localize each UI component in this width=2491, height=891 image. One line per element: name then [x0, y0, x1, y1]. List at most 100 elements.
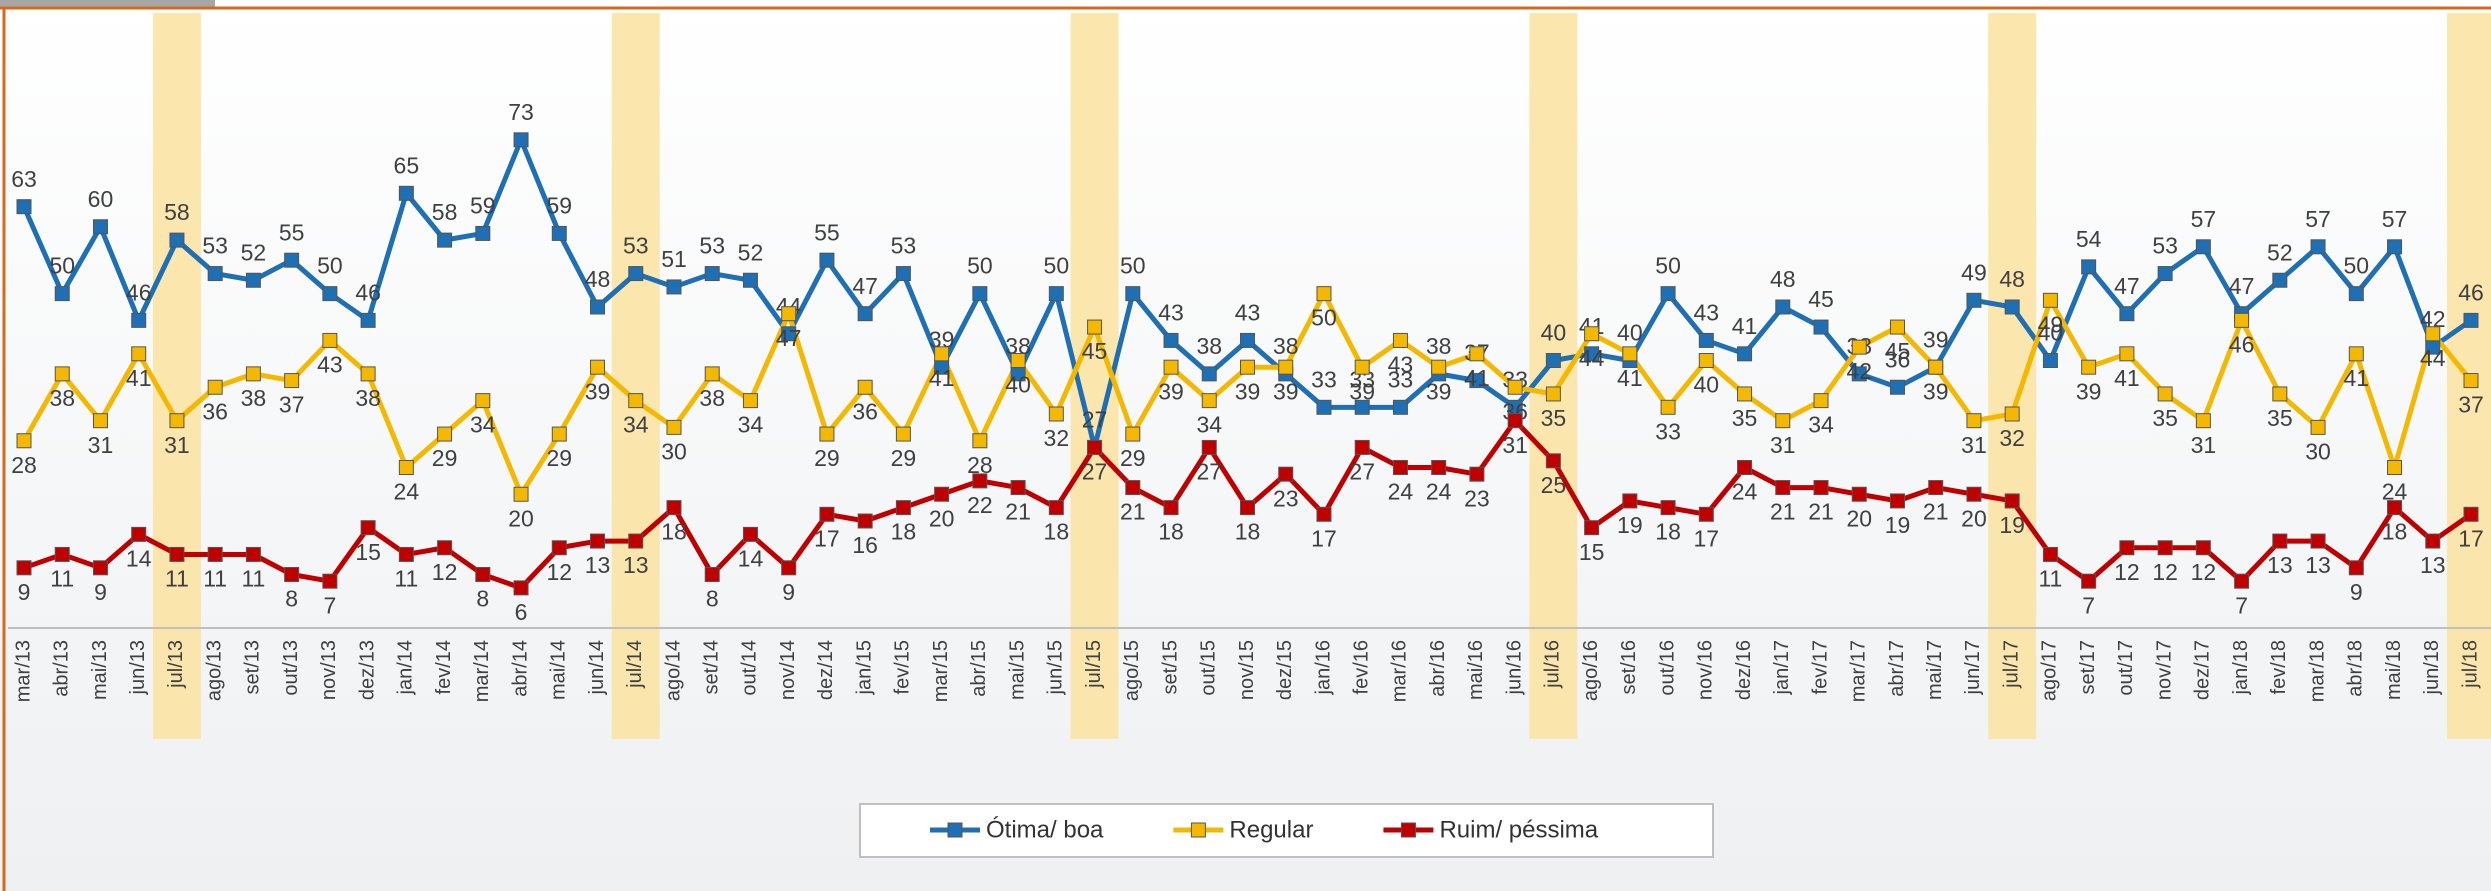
value-label: 34	[738, 412, 764, 438]
value-label: 39	[2076, 378, 2102, 404]
marker	[2042, 292, 2058, 308]
value-label: 15	[1579, 539, 1605, 565]
value-label: 41	[1732, 313, 1758, 339]
x-tick-label: jan/14	[395, 640, 417, 696]
marker	[1507, 413, 1523, 429]
value-label: 40	[1617, 320, 1643, 346]
value-label: 38	[1196, 333, 1222, 359]
value-label: 13	[2267, 552, 2293, 578]
value-label: 41	[126, 365, 152, 391]
marker	[742, 526, 758, 542]
value-label: 57	[2382, 206, 2408, 232]
value-label: 31	[1961, 432, 1987, 458]
marker	[1737, 460, 1753, 475]
marker	[398, 185, 414, 201]
marker	[857, 306, 873, 322]
value-label: 47	[2229, 273, 2255, 299]
value-label: 52	[2267, 239, 2293, 265]
marker	[1737, 386, 1753, 402]
marker	[2310, 239, 2326, 255]
highlight-band	[1529, 13, 1578, 739]
value-label: 47	[2114, 273, 2140, 299]
marker	[1201, 393, 1217, 409]
x-tick-label: nov/16	[1695, 640, 1717, 700]
value-label: 11	[165, 566, 189, 592]
marker	[475, 393, 491, 409]
value-label: 30	[2305, 438, 2331, 464]
marker	[704, 266, 720, 282]
x-tick-label: set/13	[242, 640, 264, 694]
value-label: 33	[1311, 366, 1337, 392]
value-label: 21	[1120, 499, 1146, 525]
value-label: 39	[585, 378, 611, 404]
value-label: 48	[1770, 266, 1796, 292]
legend-marker	[1400, 822, 1416, 838]
marker	[1928, 359, 1944, 375]
value-label: 39	[1923, 378, 1949, 404]
marker	[1813, 393, 1829, 409]
value-label: 29	[814, 445, 840, 471]
x-tick-label: jul/15	[1083, 640, 1105, 689]
x-tick-label: out/16	[1656, 640, 1678, 696]
marker	[972, 286, 988, 302]
value-label: 32	[1044, 425, 1070, 451]
marker	[2081, 573, 2097, 589]
value-label: 43	[1158, 300, 1184, 326]
value-label: 48	[585, 266, 611, 292]
value-label: 18	[1044, 519, 1070, 545]
marker	[1316, 506, 1332, 522]
marker	[628, 266, 644, 282]
marker	[1278, 466, 1294, 482]
x-tick-label: jun/15	[1045, 640, 1067, 696]
marker	[2081, 359, 2097, 375]
value-label: 25	[1541, 472, 1567, 498]
x-tick-label: set/15	[1159, 640, 1181, 694]
value-label: 55	[814, 219, 840, 245]
value-label: 8	[706, 586, 719, 612]
marker	[169, 413, 185, 429]
marker	[322, 286, 338, 302]
value-label: 18	[1158, 519, 1184, 545]
value-label: 36	[202, 398, 228, 424]
marker	[2042, 546, 2058, 562]
value-label: 34	[1196, 412, 1222, 438]
value-label: 21	[1770, 499, 1796, 525]
value-label: 58	[164, 199, 190, 225]
x-tick-label: out/17	[2115, 640, 2137, 696]
x-tick-label: jan/15	[853, 640, 875, 696]
marker	[16, 560, 32, 576]
marker	[895, 266, 911, 282]
value-label: 50	[1044, 253, 1070, 279]
x-tick-label: jun/17	[1962, 640, 1984, 696]
x-tick-label: mai/18	[2383, 640, 2405, 700]
marker	[169, 546, 185, 562]
x-tick-label: set/14	[701, 640, 723, 694]
highlight-band	[152, 13, 201, 739]
marker	[2195, 413, 2211, 429]
value-label: 45	[1808, 286, 1834, 312]
value-label: 24	[1732, 479, 1758, 505]
marker	[1316, 399, 1332, 415]
value-label: 43	[1694, 300, 1720, 326]
value-label: 18	[661, 519, 687, 545]
value-label: 12	[2191, 559, 2217, 585]
value-label: 58	[432, 199, 458, 225]
legend-label: Ótima/ boa	[986, 816, 1104, 843]
highlight-band	[611, 13, 660, 739]
marker	[1125, 286, 1141, 302]
marker	[1240, 332, 1255, 348]
value-label: 37	[2458, 392, 2484, 418]
value-label: 50	[49, 253, 75, 279]
value-label: 20	[1846, 505, 1872, 531]
value-label: 29	[432, 445, 458, 471]
marker	[1431, 359, 1447, 375]
marker	[1392, 332, 1408, 348]
marker	[1201, 439, 1217, 455]
marker	[2387, 239, 2403, 255]
marker	[2463, 373, 2479, 389]
marker	[2157, 540, 2173, 556]
marker	[1545, 353, 1561, 368]
marker	[245, 546, 261, 562]
value-label: 31	[164, 432, 190, 458]
